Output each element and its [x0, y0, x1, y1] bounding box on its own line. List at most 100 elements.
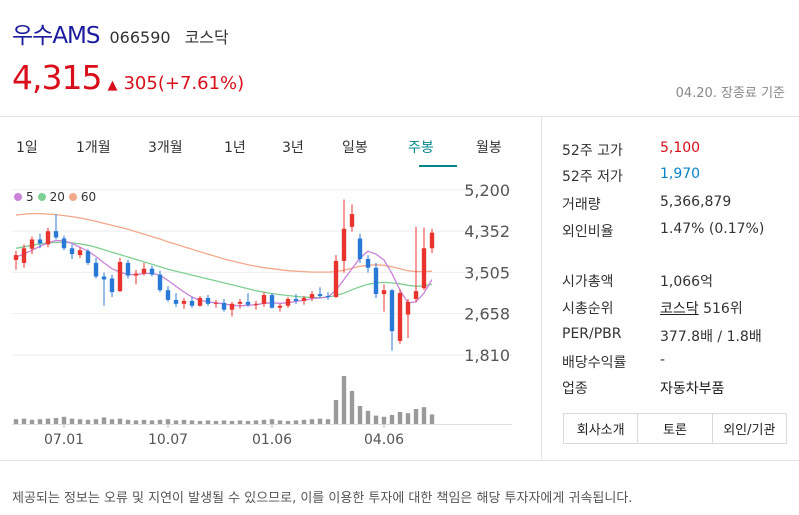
tab-daily[interactable]: 일봉 — [342, 140, 368, 156]
y-tick-label: 3,505 — [464, 263, 510, 282]
tab-weekly[interactable]: 주봉 — [408, 140, 434, 156]
candle-body — [405, 301, 411, 315]
sector-link[interactable]: 자동차부품 — [660, 381, 725, 397]
info-label: 배당수익률 — [562, 355, 627, 371]
candle-body — [197, 297, 203, 306]
info-value: 377.8배 / 1.8배 — [660, 329, 762, 345]
x-axis-labels: 07.01 10.07 01.06 04.06 — [44, 424, 404, 448]
candle-body — [237, 301, 243, 304]
legend-label-ma20: 20 — [49, 190, 65, 204]
volume-bar — [173, 420, 179, 424]
candle-body — [349, 214, 355, 227]
tab-3y[interactable]: 3년 — [282, 140, 304, 156]
candle-body — [37, 239, 43, 244]
volume-bar — [325, 419, 331, 424]
price-row: 4,315 ▲ 305(+7.61%) — [12, 58, 244, 97]
volume-bar — [181, 419, 187, 424]
y-tick-label: 4,352 — [464, 222, 510, 241]
market-link[interactable]: 코스닥 — [660, 301, 699, 317]
volume-bar — [301, 419, 307, 424]
volume-bar — [333, 400, 339, 424]
volume-bar — [261, 419, 267, 424]
candle-body — [325, 296, 331, 298]
volume-bar — [149, 420, 155, 424]
stock-code: 066590 — [109, 28, 171, 47]
volume-bar — [365, 410, 371, 424]
candle-body — [173, 299, 179, 304]
stock-name-link[interactable]: 우수AMS — [12, 23, 100, 49]
volume-bar — [285, 421, 291, 424]
company-info-button[interactable]: 회사소개 — [564, 414, 639, 443]
candle-body — [389, 290, 395, 332]
volume-bar — [405, 413, 411, 424]
volume-bar — [109, 419, 115, 424]
info-label: 52주 고가 — [562, 143, 623, 159]
candle-body — [69, 248, 75, 255]
candle-body — [93, 262, 99, 277]
candle-body — [205, 297, 211, 304]
up-arrow-icon: ▲ — [107, 78, 118, 93]
candle-body — [125, 262, 131, 276]
divider — [0, 116, 799, 117]
candle-body — [45, 231, 51, 245]
y-tick-label: 5,200 — [464, 181, 510, 200]
foreign-institution-button[interactable]: 외인/기관 — [712, 414, 786, 443]
candles — [13, 199, 435, 351]
candle-body — [373, 267, 379, 295]
weekly-candlestick-chart[interactable]: 5,200 4,352 3,505 2,658 1,810 07.01 10.07 01.0… — [0, 180, 530, 455]
stock-market: 코스닥 — [184, 28, 229, 47]
tab-3m[interactable]: 3개월 — [148, 140, 183, 156]
info-label: 외인비율 — [562, 224, 614, 240]
tab-1m[interactable]: 1개월 — [76, 140, 111, 156]
info-value: 5,100 — [660, 140, 701, 156]
candle-body — [109, 278, 115, 293]
candle-body — [21, 248, 27, 263]
info-value: 코스닥 516위 — [660, 298, 743, 318]
candle-body — [61, 238, 67, 249]
price-change: 305(+7.61%) — [123, 73, 245, 94]
volume-bar — [421, 407, 427, 424]
volume-bar — [269, 419, 275, 424]
candle-body — [397, 293, 403, 341]
y-tick-label: 2,658 — [464, 305, 510, 324]
candle-body — [429, 232, 435, 249]
candle-body — [245, 301, 251, 305]
tab-1d[interactable]: 1일 — [16, 140, 38, 156]
candle-body — [309, 294, 315, 298]
volume-bar — [245, 421, 251, 424]
volume-bar — [37, 419, 43, 424]
info-label: 시총순위 — [562, 301, 614, 317]
info-label: 시가총액 — [562, 274, 614, 290]
volume-bar — [221, 420, 227, 424]
candle-body — [253, 303, 259, 305]
volume-bar — [101, 417, 107, 424]
candle-body — [229, 303, 235, 310]
volume-bar — [197, 421, 203, 424]
volume-bars — [13, 376, 435, 424]
x-tick-label: 10.07 — [148, 432, 188, 448]
volume-bar — [293, 420, 299, 424]
volume-bar — [69, 418, 75, 424]
tab-monthly[interactable]: 월봉 — [476, 140, 502, 156]
disclaimer: 제공되는 정보는 오류 및 지연이 발생될 수 있으므로, 이를 이용한 투자에… — [12, 491, 633, 506]
candle-body — [181, 300, 187, 304]
discussion-button[interactable]: 토론 — [638, 414, 713, 443]
info-value: 1,066억 — [660, 274, 713, 290]
info-label: 52주 저가 — [562, 169, 623, 185]
volume-bar — [93, 419, 99, 424]
candle-body — [133, 273, 139, 276]
candle-body — [261, 295, 267, 304]
divider — [0, 460, 799, 461]
volume-bar — [85, 419, 91, 424]
volume-bar — [29, 419, 35, 424]
tab-1y[interactable]: 1년 — [224, 140, 246, 156]
volume-bar — [189, 420, 195, 424]
legend-label-ma60: 60 — [80, 190, 97, 204]
legend-label-ma5: 5 — [26, 190, 34, 204]
chart-legend: 5 20 60 — [14, 190, 96, 204]
candle-body — [421, 248, 427, 289]
info-label: 거래량 — [562, 197, 601, 213]
volume-bar — [277, 420, 283, 424]
candle-body — [149, 268, 155, 275]
info-label: PER/PBR — [562, 326, 622, 342]
